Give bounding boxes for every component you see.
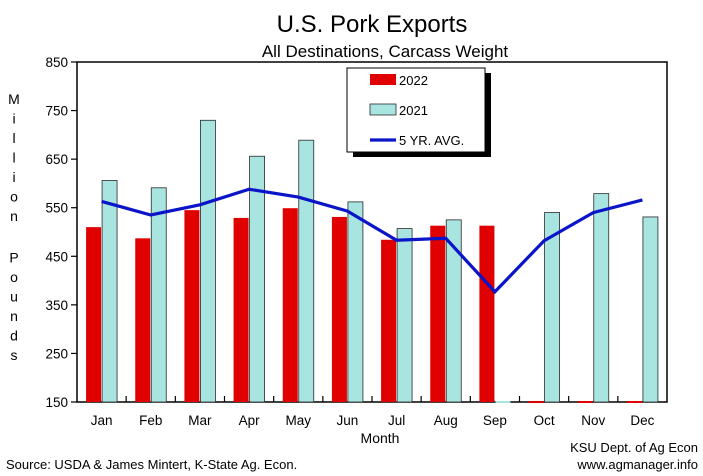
legend-swatch-2021	[369, 103, 397, 116]
x-tick-label: Oct	[534, 413, 555, 428]
bar-2021-apr	[249, 155, 265, 403]
bar-2022-sep	[479, 225, 495, 402]
bar-2022-jul	[381, 239, 397, 402]
y-tick-label: 550	[45, 201, 68, 216]
bars	[86, 119, 659, 403]
bar-2021-oct	[544, 212, 560, 403]
credit-line-1: KSU Dept. of Ag Econ	[570, 440, 698, 455]
x-tick-label: Feb	[139, 413, 162, 428]
y-tick-label: 850	[45, 55, 68, 70]
bar-2021-feb	[150, 187, 167, 403]
x-tick-label: Aug	[434, 413, 458, 428]
bar-2022-apr	[233, 217, 249, 402]
bar-2022-may	[282, 208, 298, 402]
x-tick-label: Mar	[188, 413, 212, 428]
bar-2022-aug	[430, 225, 446, 402]
x-tick-label: Jul	[388, 413, 405, 428]
x-tick-label: Sep	[483, 413, 507, 428]
y-tick-label: 750	[45, 104, 68, 119]
x-tick-label: Nov	[581, 413, 605, 428]
x-tick-label: Dec	[630, 413, 654, 428]
x-tick-label: May	[285, 413, 311, 428]
bar-2021-jul	[396, 228, 413, 403]
source-note: Source: USDA & James Mintert, K-State Ag…	[6, 457, 297, 472]
legend-swatch-2022	[370, 74, 396, 85]
chart-title: U.S. Pork Exports	[277, 11, 468, 38]
bar-2021-nov	[593, 193, 610, 403]
legend-label: 2022	[399, 73, 428, 88]
y-tick-label: 650	[45, 152, 68, 167]
bar-2021-aug	[445, 219, 462, 403]
credit-line-2: www.agmanager.info	[576, 457, 698, 472]
bar-2021-jun	[347, 201, 364, 403]
bar-2022-jun	[331, 216, 347, 402]
legend-label: 2021	[399, 103, 428, 118]
x-tick-label: Jan	[91, 413, 113, 428]
y-tick-label: 150	[45, 395, 68, 410]
avg-line	[101, 187, 643, 295]
bar-2021-may	[298, 139, 315, 403]
y-tick-label: 350	[45, 298, 68, 313]
x-tick-label: Jun	[337, 413, 359, 428]
y-tick-label: 250	[45, 346, 68, 361]
legend: 2022 2021 5 YR. AVG.	[346, 67, 491, 157]
legend-items: 2022 2021 5 YR. AVG.	[369, 73, 464, 148]
bar-2021-dec	[642, 216, 659, 403]
y-axis: 150 250 350 450 550 650 750 850	[45, 55, 77, 410]
bar-2021-mar	[200, 119, 216, 403]
x-axis: Jan Feb Mar Apr May Jun Jul Aug Sep Oct Nov Dec	[91, 396, 655, 428]
bar-2021-jan	[101, 180, 118, 403]
chart-subtitle: All Destinations, Carcass Weight	[262, 42, 509, 61]
avg-line-layer	[101, 187, 643, 295]
x-axis-label: Month	[361, 430, 400, 446]
y-tick-label: 450	[45, 249, 68, 264]
bar-2022-mar	[184, 210, 200, 402]
x-tick-label: Apr	[239, 413, 261, 428]
legend-label: 5 YR. AVG.	[399, 133, 464, 148]
plot-area: 150 250 350 450 550 650 750 850 Jan Feb Mar Apr May…	[45, 55, 668, 428]
bar-2022-jan	[86, 227, 102, 402]
bar-2022-feb	[135, 238, 151, 402]
